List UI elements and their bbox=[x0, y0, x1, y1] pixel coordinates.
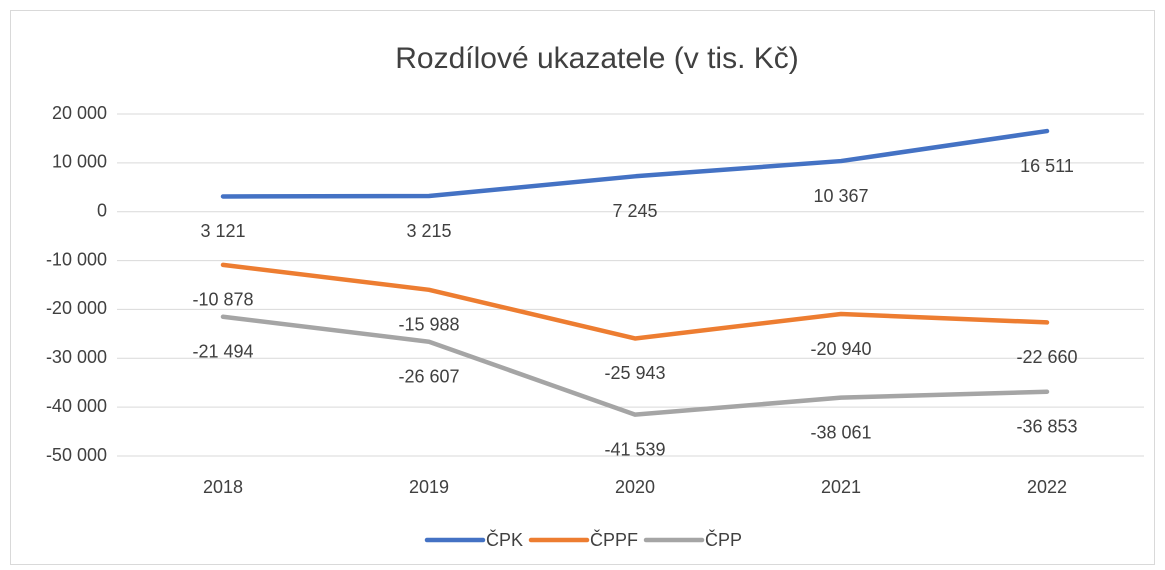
data-label: -41 539 bbox=[604, 439, 665, 459]
data-label: 16 511 bbox=[1020, 156, 1074, 176]
chart-border bbox=[10, 10, 1155, 565]
x-tick-label: 2018 bbox=[203, 477, 243, 497]
series-line bbox=[220, 314, 1050, 417]
series-line bbox=[220, 262, 1050, 341]
x-tick-label: 2019 bbox=[409, 477, 449, 497]
y-tick-label: -30 000 bbox=[46, 347, 107, 367]
data-label: -26 607 bbox=[398, 366, 459, 386]
legend-label: ČPP bbox=[705, 529, 742, 550]
data-label: -20 940 bbox=[810, 339, 871, 359]
legend-label: ČPK bbox=[486, 529, 523, 550]
data-label: -10 878 bbox=[192, 290, 253, 310]
data-label: 7 245 bbox=[612, 201, 657, 221]
y-tick-label: -40 000 bbox=[46, 396, 107, 416]
chart-title: Rozdílové ukazatele (v tis. Kč) bbox=[395, 42, 799, 75]
y-tick-label: -10 000 bbox=[46, 249, 107, 269]
data-label: 3 215 bbox=[406, 221, 451, 241]
data-label: 3 121 bbox=[200, 221, 245, 241]
x-tick-label: 2020 bbox=[615, 477, 655, 497]
y-tick-label: -20 000 bbox=[46, 298, 107, 318]
data-label: -22 660 bbox=[1016, 347, 1077, 367]
data-label: 10 367 bbox=[813, 186, 868, 206]
data-label: -25 943 bbox=[604, 363, 665, 383]
x-tick-label: 2021 bbox=[821, 477, 861, 497]
data-label: -36 853 bbox=[1016, 417, 1077, 437]
series-line bbox=[220, 128, 1050, 199]
data-label: -21 494 bbox=[192, 341, 253, 361]
y-tick-label: 0 bbox=[97, 200, 107, 220]
legend-label: ČPPF bbox=[590, 529, 638, 550]
data-label: -38 061 bbox=[810, 422, 871, 442]
y-tick-label: -50 000 bbox=[46, 445, 107, 465]
x-tick-label: 2022 bbox=[1027, 477, 1067, 497]
data-label: -15 988 bbox=[398, 315, 459, 335]
y-tick-label: 20 000 bbox=[52, 103, 107, 123]
y-tick-label: 10 000 bbox=[52, 152, 107, 172]
